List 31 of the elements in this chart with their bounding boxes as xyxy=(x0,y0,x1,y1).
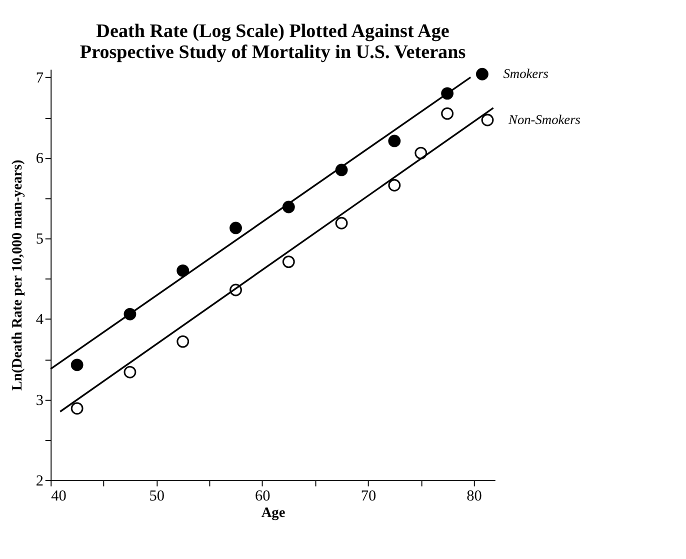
point xyxy=(282,256,295,268)
y-tick-label: 2 xyxy=(36,472,44,490)
point xyxy=(70,402,84,415)
point xyxy=(124,366,136,378)
series-label: Non-Smokers xyxy=(508,112,581,127)
point xyxy=(335,216,348,230)
point xyxy=(441,107,454,120)
y-tick-label: 5 xyxy=(36,230,44,248)
x-tick-label: 60 xyxy=(255,488,271,505)
point xyxy=(176,335,190,348)
x-axis-title: Age xyxy=(261,504,286,521)
x-tick-label: 80 xyxy=(466,488,482,505)
y-tick-label: 7 xyxy=(36,70,44,87)
point xyxy=(70,358,84,372)
point xyxy=(476,68,488,80)
point xyxy=(388,179,401,192)
y-axis-title: Ln(Death Rate per 10,000 man-years) xyxy=(9,159,26,391)
point xyxy=(176,264,190,277)
text: Prospective Study of Mortality in U.S. Veterans xyxy=(80,42,466,63)
y-tick-label: 3 xyxy=(36,392,44,409)
y-tick-label: 6 xyxy=(36,150,44,168)
x-tick-label: 50 xyxy=(149,488,165,505)
series-label: Smokers xyxy=(503,66,549,81)
x-tick-label: 40 xyxy=(51,488,67,505)
point xyxy=(481,114,494,126)
point xyxy=(388,134,401,148)
point xyxy=(414,146,428,160)
x-tick-label: 70 xyxy=(360,488,376,505)
point xyxy=(230,222,242,234)
text: Death Rate (Log Scale) Plotted Against Age xyxy=(96,20,450,42)
y-tick-label: 4 xyxy=(36,311,44,328)
